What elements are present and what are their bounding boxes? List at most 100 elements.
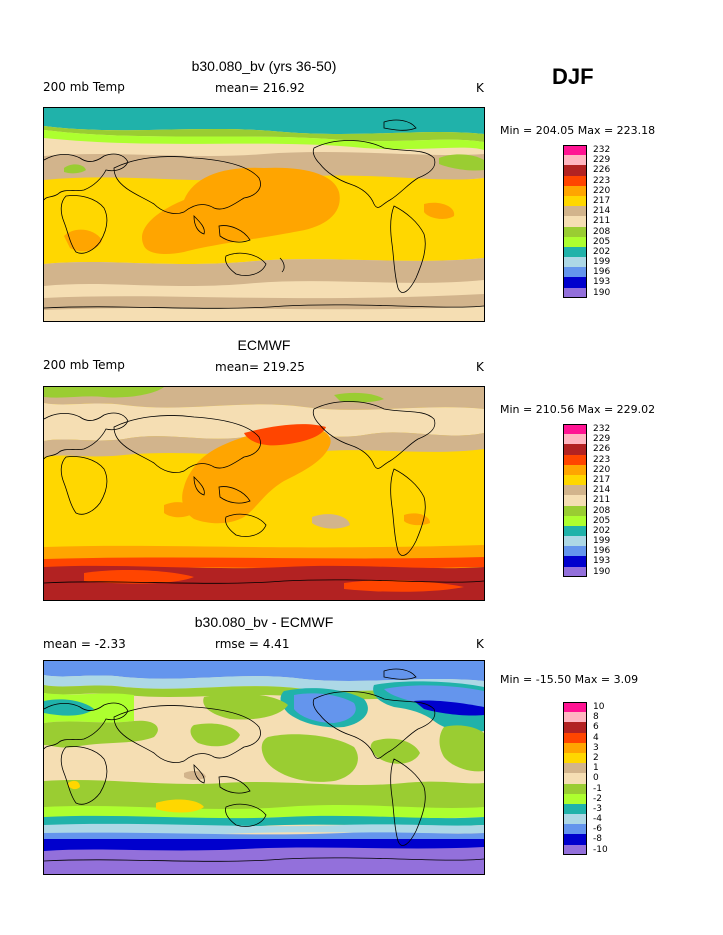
legend-label: 3 [593, 742, 599, 753]
legend-swatch [563, 454, 587, 465]
legend-swatch [563, 515, 587, 526]
legend-label: 1 [593, 763, 599, 774]
legend-swatch [563, 824, 587, 835]
legend-swatch [563, 702, 587, 713]
panel3-map [43, 660, 485, 875]
legend-entry: 4 [563, 732, 641, 743]
legend-label: 208 [593, 226, 611, 237]
legend-swatch [563, 773, 587, 784]
legend-entry: 6 [563, 722, 641, 733]
legend-entry: 229 [563, 155, 641, 166]
legend-label: 223 [593, 454, 611, 465]
panel1-legend: 232 229 226 223 220 217 214 211 208 205 202 199 196 1… [563, 145, 641, 298]
legend-entry: 229 [563, 434, 641, 445]
panel2-unit-label: K [476, 360, 484, 374]
legend-swatch [563, 556, 587, 567]
legend-entry: 8 [563, 712, 641, 723]
legend-entry: 202 [563, 525, 641, 537]
legend-label: 232 [593, 424, 611, 434]
legend-label: 193 [593, 277, 611, 288]
legend-entry: 199 [563, 536, 641, 547]
legend-swatch [563, 155, 587, 166]
legend-entry: 193 [563, 556, 641, 567]
legend-label: 10 [593, 702, 605, 712]
legend-entry: 190 [563, 287, 641, 298]
legend-swatch [563, 814, 587, 825]
legend-swatch [563, 495, 587, 506]
legend-entry: 214 [563, 485, 641, 496]
legend-swatch [563, 277, 587, 288]
legend-entry: 2 [563, 752, 641, 764]
legend-label: 205 [593, 236, 611, 247]
legend-entry: 190 [563, 566, 641, 577]
legend-swatch [563, 834, 587, 845]
legend-entry: 196 [563, 267, 641, 278]
legend-label: 202 [593, 246, 611, 257]
legend-entry: 220 [563, 185, 641, 196]
legend-entry: 3 [563, 742, 641, 753]
panel2-minmax: Min = 210.56 Max = 229.02 [500, 403, 656, 416]
legend-swatch [563, 267, 587, 278]
legend-entry: 205 [563, 236, 641, 247]
panel1-mean-label: mean= 216.92 [215, 81, 305, 95]
legend-label: 190 [593, 566, 611, 577]
legend-entry: 220 [563, 464, 641, 475]
legend-label: 196 [593, 546, 611, 557]
legend-swatch [563, 752, 587, 764]
legend-entry: 0 [563, 773, 641, 784]
legend-label: 211 [593, 495, 611, 506]
legend-label: 202 [593, 525, 611, 536]
legend-swatch [563, 505, 587, 516]
legend-swatch [563, 165, 587, 176]
panel1-title: b30.080_bv (yrs 36-50) [191, 58, 337, 74]
legend-swatch [563, 257, 587, 268]
legend-label: -10 [593, 844, 608, 855]
legend-label: -8 [593, 834, 602, 845]
panel2-variable-label: 200 mb Temp [43, 358, 125, 372]
legend-swatch [563, 474, 587, 486]
legend-swatch [563, 464, 587, 475]
legend-entry: 199 [563, 257, 641, 268]
panel1-map [43, 107, 485, 322]
legend-entry: 226 [563, 165, 641, 176]
legend-swatch [563, 566, 587, 577]
legend-entry: -6 [563, 824, 641, 835]
legend-entry: 223 [563, 454, 641, 465]
legend-entry: -10 [563, 844, 641, 855]
panel3-mean-label: mean = -2.33 [43, 637, 126, 651]
panel1-unit-label: K [476, 81, 484, 95]
legend-entry: 223 [563, 175, 641, 186]
legend-swatch [563, 712, 587, 723]
legend-entry: 226 [563, 444, 641, 455]
legend-label: -2 [593, 793, 602, 804]
legend-entry: 196 [563, 546, 641, 557]
legend-swatch [563, 536, 587, 547]
legend-swatch [563, 546, 587, 557]
legend-label: 226 [593, 444, 611, 455]
legend-label: -1 [593, 783, 602, 794]
legend-swatch [563, 783, 587, 794]
legend-swatch [563, 722, 587, 733]
legend-label: -6 [593, 824, 602, 835]
panel2-title: ECMWF [237, 337, 291, 353]
legend-label: 193 [593, 556, 611, 567]
legend-swatch [563, 145, 587, 156]
legend-label: 2 [593, 752, 599, 763]
legend-label: 217 [593, 474, 611, 485]
legend-swatch [563, 763, 587, 774]
legend-swatch [563, 185, 587, 196]
legend-swatch [563, 195, 587, 207]
legend-entry: 202 [563, 246, 641, 258]
legend-entry: -3 [563, 803, 641, 815]
legend-label: -4 [593, 814, 602, 825]
legend-label: 223 [593, 175, 611, 186]
legend-entry: 217 [563, 195, 641, 207]
legend-label: 217 [593, 195, 611, 206]
legend-entry: 1 [563, 763, 641, 774]
legend-label: 196 [593, 267, 611, 278]
legend-entry: 211 [563, 495, 641, 506]
legend-entry: 232 [563, 424, 641, 435]
legend-label: 229 [593, 434, 611, 445]
legend-swatch [563, 732, 587, 743]
panel3-minmax: Min = -15.50 Max = 3.09 [500, 673, 639, 686]
